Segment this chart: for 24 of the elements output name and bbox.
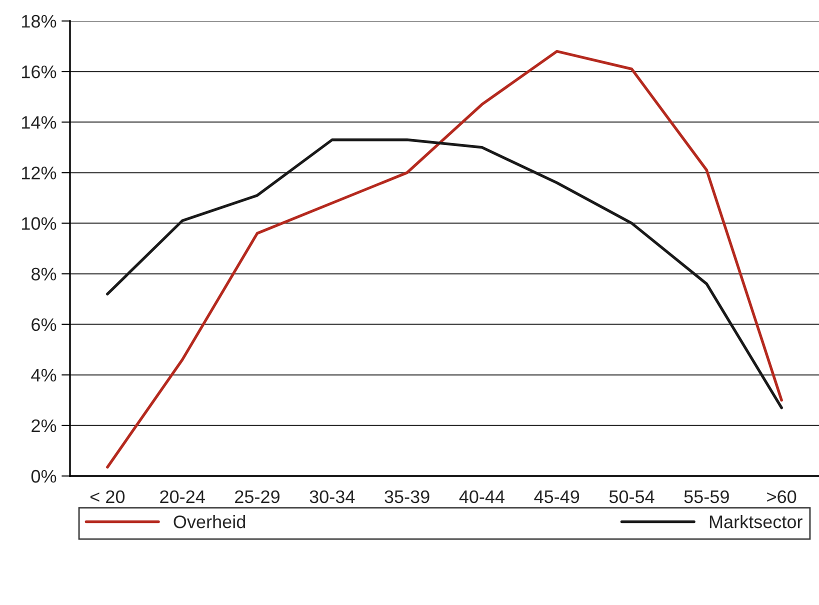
x-tick-label: 55-59 <box>684 490 729 504</box>
x-tick-label: 35-39 <box>384 490 430 504</box>
x-tick-label: 45-49 <box>534 490 580 504</box>
y-tick-label: 10% <box>22 217 56 230</box>
line-series <box>106 138 783 410</box>
x-tick-label: 50-54 <box>609 490 654 504</box>
y-tick-label: 14% <box>22 116 56 129</box>
legend-label: Marktsector <box>710 515 802 528</box>
x-tick-label: 30-34 <box>310 490 355 504</box>
x-tick-label: 20-24 <box>160 490 205 504</box>
legend-label: Overheid <box>174 515 246 528</box>
x-tick-label: 40-44 <box>459 490 505 504</box>
y-tick-label: 4% <box>31 368 56 382</box>
x-tick-label: >60 <box>767 490 796 504</box>
y-tick-label: 16% <box>22 65 56 78</box>
y-tick-label: 18% <box>22 14 56 28</box>
y-tick-label: 12% <box>22 166 56 180</box>
y-tick-label: 6% <box>32 318 56 332</box>
x-tick-label: < 20 <box>90 490 125 504</box>
y-tick-label: 0% <box>31 470 56 483</box>
y-tick-label: 8% <box>31 268 56 280</box>
x-tick-label: 25-29 <box>235 490 280 504</box>
y-tick-label: 2% <box>32 419 56 432</box>
line-series <box>106 50 783 469</box>
